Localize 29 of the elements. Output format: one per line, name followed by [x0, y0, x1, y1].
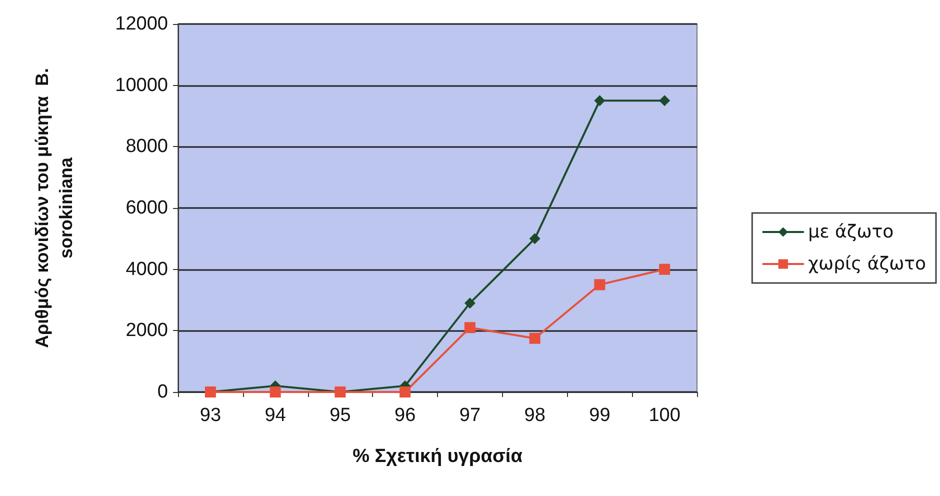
y-tick-label: 0: [157, 382, 168, 402]
x-axis-title: % Σχετική υγρασία: [352, 446, 523, 467]
x-tick-label: 99: [589, 405, 610, 426]
y-tick-label: 4000: [126, 258, 168, 280]
y-axis-title: Αριθμός κονιδίων του μύκητα B. sorokiniana: [32, 68, 76, 348]
y-tick-label: 10000: [115, 74, 168, 96]
x-tick-label: 94: [264, 405, 286, 426]
legend-label: με άζωτο: [808, 222, 894, 242]
point: [400, 386, 411, 398]
y-tick-label: 2000: [126, 320, 168, 342]
legend-label: χωρίς άζωτο: [808, 254, 926, 274]
x-tick-label: 95: [330, 405, 351, 426]
point: [659, 264, 670, 275]
x-tick-label: 93: [200, 405, 222, 426]
point: [594, 95, 606, 106]
y-tick-label: 12000: [115, 14, 168, 34]
point: [270, 386, 281, 398]
point: [529, 332, 540, 344]
x-tick-label: 97: [459, 405, 481, 426]
y-tick-label: 8000: [126, 136, 168, 158]
x-tick-label: 96: [394, 405, 416, 426]
point: [529, 233, 540, 244]
y-tick-label: 6000: [126, 198, 168, 218]
point: [659, 95, 670, 106]
point: [594, 279, 606, 290]
point: [464, 322, 476, 334]
x-tick-label: 98: [524, 405, 546, 426]
point: [464, 298, 476, 309]
x-tick-label: 100: [648, 405, 680, 426]
